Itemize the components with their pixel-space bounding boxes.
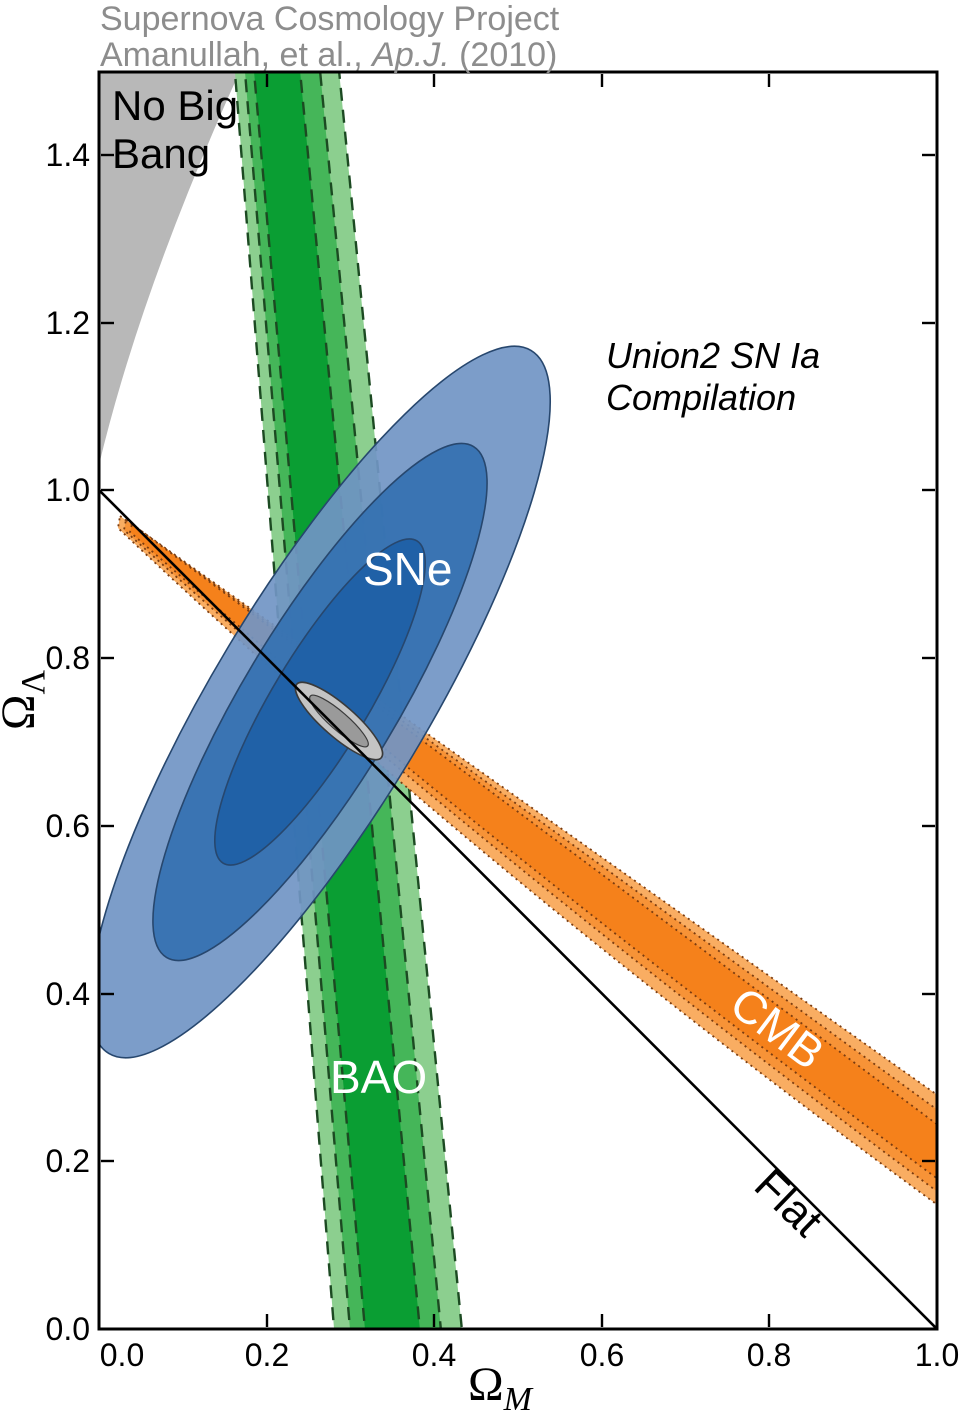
- combined-inner-ellipse: [309, 694, 369, 748]
- union2-line1: Union2 SN Ia: [606, 335, 820, 376]
- y-tick-0.6: 0.6: [46, 808, 90, 844]
- x-tick-0.4: 0.4: [412, 1337, 456, 1373]
- flat-label: Flat: [745, 1160, 832, 1246]
- x-tick-0.2: 0.2: [245, 1337, 289, 1373]
- y-tick-0.0: 0.0: [46, 1311, 90, 1347]
- x-tick-0.0: 0.0: [100, 1337, 144, 1373]
- no-big-bang-line2: Bang: [112, 130, 210, 177]
- y-tick-0.8: 0.8: [46, 640, 90, 676]
- y-tick-1.4: 1.4: [46, 137, 90, 173]
- x-tick-0.6: 0.6: [580, 1337, 624, 1373]
- title-line1: Supernova Cosmology Project: [100, 0, 560, 38]
- y-tick-1.0: 1.0: [46, 472, 90, 508]
- figure-title: Supernova Cosmology Project Amanullah, e…: [100, 0, 560, 74]
- flat-universe-line: [99, 489, 937, 1329]
- sne-label: SNe: [363, 543, 452, 595]
- union2-line2: Compilation: [606, 377, 796, 418]
- y-tick-1.2: 1.2: [46, 305, 90, 341]
- bao-label: BAO: [330, 1051, 427, 1103]
- y-tick-0.4: 0.4: [46, 976, 90, 1012]
- y-tick-0.2: 0.2: [46, 1143, 90, 1179]
- x-tick-1.0: 1.0: [915, 1337, 959, 1373]
- title-line2: Amanullah, et al., Ap.J. (2010): [100, 36, 557, 74]
- x-axis-label: ΩM: [468, 1358, 534, 1412]
- tick-marks: [101, 74, 935, 1327]
- y-axis-label: ΩΛ: [0, 669, 52, 730]
- combined-constraint-contours: [294, 681, 384, 761]
- plot-border: [97, 70, 939, 1331]
- x-tick-labels: 0.0 0.2 0.4 0.6 0.8 1.0: [100, 1337, 959, 1373]
- x-tick-0.8: 0.8: [747, 1337, 791, 1373]
- no-big-bang-label: No Big Bang: [112, 82, 238, 177]
- no-big-bang-region: [99, 72, 240, 465]
- union2-annotation: Union2 SN Ia Compilation: [606, 335, 820, 418]
- y-tick-labels: 1.4 1.2 1.0 0.8 0.6 0.4 0.2 0.0: [46, 137, 90, 1347]
- no-big-bang-line1: No Big: [112, 82, 238, 129]
